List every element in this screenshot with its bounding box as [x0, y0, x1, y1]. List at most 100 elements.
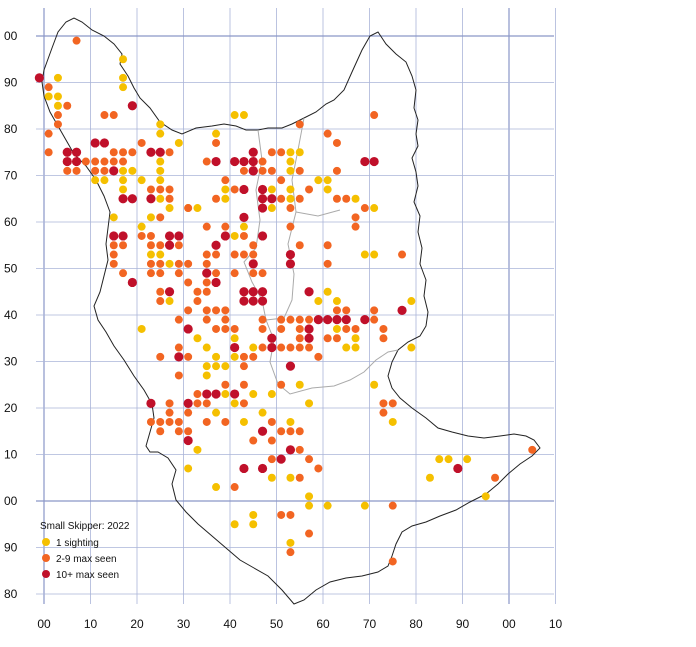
- record-dot-many: [257, 231, 268, 241]
- record-dot-few: [286, 222, 295, 231]
- record-dot-one: [314, 176, 323, 185]
- record-dot-many: [127, 194, 137, 204]
- y-axis-label: 80: [4, 122, 18, 136]
- record-dot-one: [146, 213, 155, 222]
- record-dot-few: [221, 306, 230, 315]
- record-dot-one: [109, 213, 118, 222]
- record-dot-few: [202, 287, 211, 296]
- record-dot-one: [91, 176, 100, 185]
- record-dot-few: [156, 287, 165, 296]
- y-axis-label: 20: [4, 401, 18, 415]
- record-dot-one: [146, 250, 155, 259]
- record-dot-one: [119, 166, 128, 175]
- y-axis-label: 10: [4, 448, 18, 462]
- record-dot-one: [230, 231, 239, 240]
- record-dot-few: [202, 157, 211, 166]
- record-dot-few: [202, 417, 211, 426]
- record-dot-few: [277, 324, 286, 333]
- record-dot-few: [165, 185, 174, 194]
- record-dot-few: [239, 362, 248, 371]
- record-dot-many: [99, 138, 110, 148]
- record-dot-few: [332, 306, 341, 315]
- record-dot-few: [193, 297, 202, 306]
- record-dot-few: [128, 148, 137, 157]
- record-dot-few: [360, 204, 369, 213]
- record-dot-many: [211, 156, 221, 167]
- record-dot-few: [398, 250, 407, 259]
- record-dot-few: [295, 343, 304, 352]
- record-dot-few: [305, 343, 314, 352]
- record-dot-many: [239, 463, 249, 474]
- record-dot-few: [286, 510, 295, 519]
- record-dot-one: [53, 92, 62, 101]
- record-dot-few: [295, 324, 304, 333]
- record-dot-many: [220, 231, 230, 241]
- record-dot-few: [230, 269, 239, 278]
- record-dot-few: [156, 241, 165, 250]
- record-dot-few: [193, 390, 202, 399]
- record-dot-one: [286, 473, 295, 482]
- record-dot-few: [277, 315, 286, 324]
- record-dot-many: [71, 147, 82, 157]
- record-dot-many: [267, 194, 277, 204]
- record-dot-few: [221, 315, 230, 324]
- y-axis-label: 90: [4, 541, 18, 555]
- x-axis-label: 10: [84, 617, 98, 631]
- x-axis-labels: 00 10 20 30 40 50 60 70 80 90 00 10: [37, 617, 562, 631]
- record-dot-few: [202, 250, 211, 259]
- record-dot-few: [351, 222, 360, 231]
- legend-label-one: 1 sighting: [56, 538, 99, 549]
- record-dot-one: [221, 185, 230, 194]
- record-dot-few: [109, 157, 118, 166]
- y-axis-label: 90: [4, 76, 18, 90]
- record-dot-one: [119, 55, 128, 64]
- record-dot-many: [183, 324, 193, 334]
- record-dot-one: [286, 148, 295, 157]
- record-dot-many: [211, 389, 221, 399]
- record-dot-many: [285, 249, 296, 260]
- record-dot-few: [156, 352, 165, 361]
- record-dot-one: [305, 492, 314, 501]
- y-axis-label: 70: [4, 169, 18, 183]
- record-dot-many: [174, 352, 184, 362]
- record-dot-few: [342, 324, 351, 333]
- record-dot-one: [174, 138, 183, 147]
- record-dot-few: [193, 399, 202, 408]
- record-dot-few: [249, 269, 258, 278]
- y-axis-label: 00: [4, 494, 18, 508]
- record-dot-one: [156, 120, 165, 129]
- record-dot-few: [100, 157, 109, 166]
- record-dot-few: [323, 334, 332, 343]
- record-dot-few: [156, 185, 165, 194]
- record-dot-one: [137, 324, 146, 333]
- record-dot-many: [304, 333, 314, 343]
- record-dot-few: [202, 315, 211, 324]
- record-dot-few: [44, 129, 53, 138]
- record-dot-many: [109, 166, 119, 176]
- record-dot-many: [211, 240, 221, 250]
- record-dot-many: [230, 156, 240, 167]
- record-dot-few: [323, 259, 332, 268]
- record-dot-few: [295, 427, 304, 436]
- record-dot-one: [463, 455, 472, 464]
- record-dot-one: [407, 297, 416, 306]
- record-dot-one: [286, 194, 295, 203]
- record-dot-many: [239, 184, 249, 195]
- record-dot-few: [323, 241, 332, 250]
- record-dot-few: [146, 417, 155, 426]
- legend-title: Small Skipper: 2022: [40, 521, 130, 532]
- record-dot-one: [119, 176, 128, 185]
- record-dot-few: [202, 222, 211, 231]
- record-dot-many: [285, 259, 296, 269]
- record-dot-few: [165, 194, 174, 203]
- record-dot-few: [305, 315, 314, 324]
- record-dot-one: [53, 101, 62, 110]
- y-axis-label: 40: [4, 308, 18, 322]
- record-dot-one: [305, 399, 314, 408]
- record-dot-many: [267, 342, 277, 353]
- record-dot-few: [258, 343, 267, 352]
- y-axis-labels: 00 90 80 70 60 50 40 30 20 10 00 90 80: [4, 29, 18, 601]
- record-dot-one: [184, 464, 193, 473]
- record-dot-few: [174, 259, 183, 268]
